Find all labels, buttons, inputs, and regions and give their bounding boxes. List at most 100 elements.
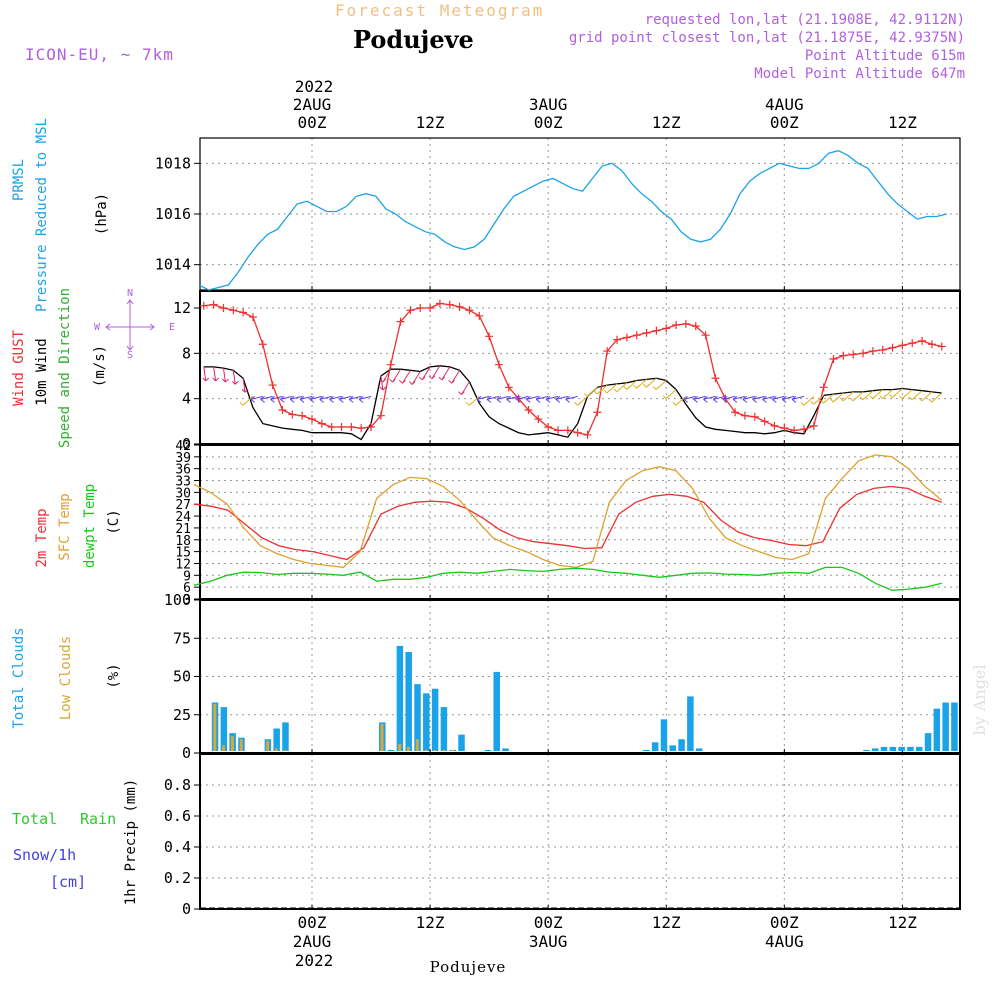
wind-barb	[260, 395, 273, 403]
wind-barb	[465, 396, 480, 406]
gust-marker	[780, 424, 789, 433]
total-cloud-bar	[643, 749, 650, 751]
gust-marker	[672, 321, 681, 329]
wind-barb	[869, 389, 884, 399]
low-cloud-bar	[433, 749, 437, 751]
total-cloud-bar	[387, 749, 395, 751]
wind-barb	[339, 395, 352, 403]
gust-marker	[918, 336, 927, 345]
gust-marker	[613, 335, 622, 344]
compass-rose: N S W E	[94, 288, 175, 361]
wind-barb	[603, 383, 618, 394]
wind-barb	[241, 378, 249, 393]
wind-barb	[476, 395, 490, 403]
gust-marker	[248, 313, 257, 322]
low-cloud-bar	[213, 704, 217, 751]
temp-unit-label: (C)	[106, 509, 122, 534]
gust-marker	[229, 306, 238, 315]
low-cloud-bar	[398, 743, 402, 751]
wind-barb	[722, 395, 736, 403]
compass-n: N	[127, 288, 133, 299]
panel-frame	[199, 290, 961, 445]
gust-marker	[258, 340, 267, 349]
wind-barb	[613, 382, 628, 393]
time-tick-label-top: 00Z	[770, 113, 799, 132]
wind-barb	[428, 365, 441, 380]
total-cloud-bar	[431, 688, 439, 751]
panel-labels: PRMSL Pressure Reduced to MSL (hPa) Wind…	[11, 118, 139, 905]
time-tick-label-top: 00Z	[534, 113, 563, 132]
total-clouds-label: Total Clouds	[11, 627, 27, 728]
time-tick-label-bottom: 12Z	[416, 913, 445, 932]
gust-marker	[711, 374, 720, 383]
gust-marker	[908, 339, 917, 348]
y-tick-label: 6	[183, 581, 191, 596]
wind-barb	[555, 395, 568, 403]
gust-marker	[701, 331, 710, 340]
wind-barb	[202, 366, 210, 382]
total-cloud-bar	[880, 746, 888, 751]
wind-barb	[762, 395, 775, 403]
time-tick-label-bottom: 12Z	[652, 913, 681, 932]
gust-marker	[455, 302, 464, 311]
total-cloud-bar	[678, 739, 685, 751]
wind-barb	[299, 395, 313, 403]
low-cloud-bar	[230, 736, 234, 751]
gust-marker	[790, 426, 799, 435]
wind-barb	[810, 394, 825, 405]
wind-barb	[800, 396, 815, 406]
wind-barb	[408, 371, 421, 385]
wind-barb	[289, 395, 303, 403]
compass-arrows-icon	[105, 299, 155, 351]
requested-coords: requested lon,lat (21.1908E, 42.9112N)	[645, 12, 965, 28]
total-cloud-bar	[502, 748, 509, 751]
gust-line	[203, 302, 942, 436]
panels: 1014101610180481236912151821242730333639…	[155, 137, 961, 918]
wind-barb	[212, 366, 219, 382]
gust-marker	[563, 426, 572, 435]
gust-marker	[878, 345, 887, 354]
wind-barb	[379, 375, 387, 391]
total-cloud-bar	[484, 749, 492, 751]
gust-marker	[731, 408, 740, 417]
model-label: ICON-EU, ~ 7km	[25, 45, 174, 64]
wind-barb	[928, 392, 943, 403]
pressure-unit-label: (hPa)	[94, 193, 110, 235]
y-tick-label: 0	[182, 744, 191, 762]
y-tick-label: 1016	[155, 205, 191, 223]
y-tick-label: 0	[182, 900, 191, 918]
wind-barb	[703, 395, 716, 403]
gust-marker	[288, 410, 297, 419]
wind-barb	[222, 367, 229, 383]
wind-barb	[379, 368, 392, 383]
total-cloud-bar	[660, 719, 668, 751]
wind-barb	[418, 366, 431, 381]
wind-barb	[270, 395, 283, 403]
total-cloud-bar	[695, 748, 703, 751]
dewpt-line	[193, 566, 942, 591]
total-cloud-bar	[440, 707, 448, 751]
wind-barb	[545, 395, 559, 403]
wind-unit-label: (m/s)	[92, 345, 108, 387]
gust-marker	[357, 424, 366, 433]
time-tick-label-bottom: 12Z	[888, 913, 917, 932]
total-cloud-bar	[687, 696, 694, 751]
precip-unit-label: 1hr Precip (mm)	[123, 779, 139, 905]
wind-barb	[633, 379, 647, 389]
wind-barb	[319, 395, 332, 403]
gust-marker	[219, 304, 228, 312]
wind-barb	[693, 395, 706, 403]
wind-barb	[280, 395, 293, 403]
pressure-line	[198, 150, 947, 291]
total-cloud-bar	[423, 693, 430, 751]
wind-barb	[358, 395, 372, 403]
dewpt-label: dewpt Temp	[82, 484, 98, 568]
gust-marker	[839, 351, 848, 360]
wind-barb	[309, 395, 322, 403]
wind-barb	[526, 395, 539, 403]
y-tick-label: 1018	[155, 154, 191, 172]
gust-marker	[435, 299, 444, 308]
compass-w: W	[94, 322, 101, 333]
gust-marker	[750, 412, 759, 421]
wind-barb	[574, 396, 588, 406]
